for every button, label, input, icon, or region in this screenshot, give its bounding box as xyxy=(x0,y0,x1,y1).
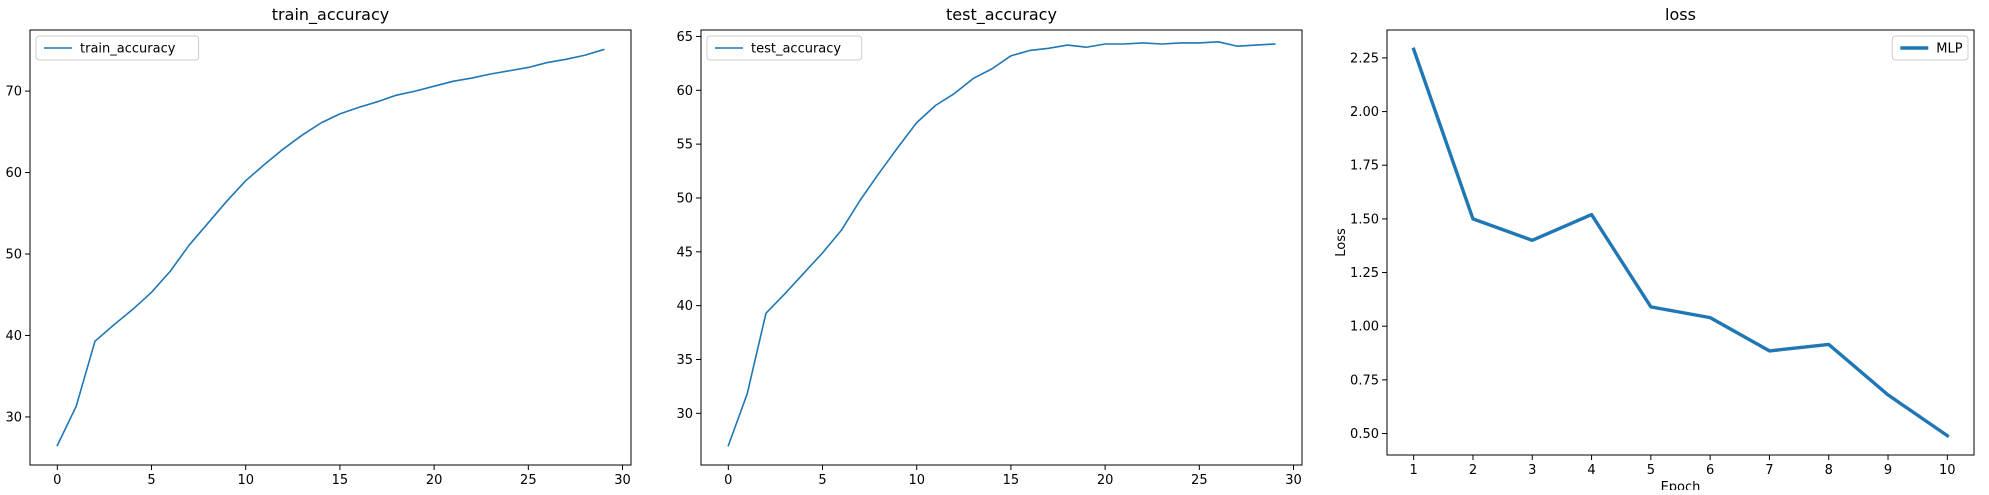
chart-3-x-tick-label: 7 xyxy=(1765,463,1773,478)
chart-3-x-tick-label: 1 xyxy=(1410,463,1418,478)
chart-1-series-line-1 xyxy=(56,48,605,447)
chart-3-series-line-1 xyxy=(1411,47,1950,439)
chart-3-x-tick-label: 4 xyxy=(1587,463,1595,478)
chart-3-x-tick-label: 8 xyxy=(1825,463,1833,478)
chart-2-x-tick-label: 5 xyxy=(818,473,826,488)
chart-3-legend-label: MLP xyxy=(1936,42,1962,57)
chart-1-x-tick-label: 30 xyxy=(614,473,631,488)
chart-2-x-tick-label: 25 xyxy=(1191,473,1208,488)
chart-2-legend-frame xyxy=(706,35,863,61)
chart-2-y-tick-label: 55 xyxy=(676,138,693,153)
chart-3-y-tick-label: 1.25 xyxy=(1350,266,1379,281)
chart-3-y-tick-label: 0.50 xyxy=(1350,427,1379,442)
chart-2: 0 5 10 15 20 25 30 30 35 40 45 50 55 60 65 test_accurac… xyxy=(676,5,1303,488)
chart-1-y-tick-label: 30 xyxy=(5,410,22,425)
chart-3-x-tick-label: 6 xyxy=(1706,463,1714,478)
chart-3-x-axis-label: Epoch xyxy=(1661,480,1701,490)
chart-3-y-tick-label: 1.50 xyxy=(1350,212,1379,227)
chart-2-y-tick-label: 30 xyxy=(676,407,693,422)
chart-3-legend-frame xyxy=(1891,35,1969,61)
chart-1-title: train_accuracy xyxy=(272,5,389,25)
chart-2-x-tick-label: 0 xyxy=(724,473,732,488)
chart-3: 1 2 3 4 5 6 7 8 9 10 0.50 0.75 1.00 1.25 1.50 1.75 2.00 2… xyxy=(1334,5,1975,495)
chart-3-x-tick-label: 5 xyxy=(1647,463,1655,478)
chart-3-axes-frame xyxy=(1386,29,1975,456)
chart-1-y-tick-label: 70 xyxy=(5,85,22,100)
chart-2-series-line-1 xyxy=(727,41,1276,447)
chart-2-y-tick-label: 35 xyxy=(676,353,693,368)
chart-2-legend-label: test_accuracy xyxy=(751,42,841,57)
chart-2-title: test_accuracy xyxy=(946,5,1057,25)
chart-1-x-tick-label: 5 xyxy=(147,473,155,488)
chart-3-legend: MLP xyxy=(1891,35,1969,61)
chart-1: 0 5 10 15 20 25 303040506070train_accuracytrai… xyxy=(5,5,632,488)
chart-2-y-tick-label: 50 xyxy=(676,191,693,206)
chart-3-x-tick-label: 9 xyxy=(1884,463,1892,478)
chart-3-y-tick-label: 2.00 xyxy=(1350,105,1379,120)
chart-3-y-tick-label: 1.75 xyxy=(1350,159,1379,174)
chart-3-y-axis-label: Loss xyxy=(1334,228,1349,257)
chart-1-x-tick-label: 25 xyxy=(520,473,537,488)
chart-2-y-tick-label: 40 xyxy=(676,299,693,314)
chart-3-title: loss xyxy=(1665,5,1696,24)
chart-2-y-tick-label: 65 xyxy=(676,30,693,45)
chart-2-axes-frame xyxy=(700,29,1303,466)
chart-3-x-tick-label: 10 xyxy=(1939,463,1956,478)
chart-1-x-tick-label: 10 xyxy=(237,473,254,488)
chart-1-x-tick-label: 20 xyxy=(426,473,443,488)
chart-2-x-tick-label: 10 xyxy=(908,473,925,488)
chart-3-y-tick-label: 2.25 xyxy=(1350,51,1379,66)
chart-1-legend: train_accuracy xyxy=(35,35,200,61)
chart-2-x-tick-label: 20 xyxy=(1097,473,1114,488)
chart-2-y-tick-label: 60 xyxy=(676,84,693,99)
chart-1-y-tick-label: 50 xyxy=(5,248,22,263)
chart-1-y-tick-label: 40 xyxy=(5,329,22,344)
chart-1-x-tick-label: 0 xyxy=(53,473,61,488)
chart-1-legend-frame xyxy=(35,35,200,61)
chart-1-y-tick-label: 60 xyxy=(5,166,22,181)
chart-3-x-tick-label: 3 xyxy=(1528,463,1536,478)
chart-2-y-tick-label: 45 xyxy=(676,245,693,260)
chart-2-x-tick-label: 15 xyxy=(1003,473,1020,488)
chart-2-legend: test_accuracy xyxy=(706,35,863,61)
chart-3-y-tick-label: 1.00 xyxy=(1350,320,1379,335)
chart-1-axes-frame xyxy=(29,29,632,466)
chart-2-x-tick-label: 30 xyxy=(1285,473,1302,488)
chart-3-y-tick-label: 0.75 xyxy=(1350,373,1379,388)
chart-1-legend-label: train_accuracy xyxy=(80,42,176,57)
chart-1-x-tick-label: 15 xyxy=(332,473,349,488)
chart-3-x-tick-label: 2 xyxy=(1469,463,1477,478)
